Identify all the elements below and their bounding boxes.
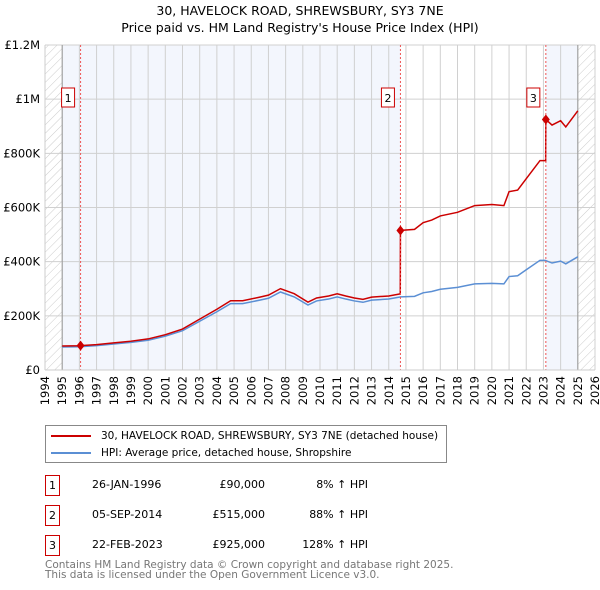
y-tick-label: £200K (3, 309, 40, 323)
sale-marker-label: 2 (45, 505, 60, 526)
sale-label: 1 (65, 92, 72, 105)
y-tick-label: £400K (3, 255, 40, 269)
x-tick-label: 1995 (55, 376, 69, 405)
legend-label-hpi: HPI: Average price, detached house, Shro… (101, 446, 352, 459)
property-price-line (62, 110, 579, 347)
sale-price: £515,000 (212, 508, 266, 521)
y-tick-label: £800K (3, 146, 40, 160)
x-tick-label: 2014 (382, 376, 396, 405)
x-tick-label: 2008 (279, 376, 293, 405)
x-tick-label: 2021 (502, 376, 516, 405)
hpi-line (62, 256, 579, 348)
sale-hpi-change: 8% ↑ HPI (316, 478, 368, 491)
sale-point (76, 340, 85, 351)
x-tick-label: 2020 (485, 376, 499, 405)
sale-row: 1 26-JAN-1996 £90,000 8% ↑ HPI (45, 475, 445, 496)
x-tick-label: 2015 (399, 376, 413, 405)
sale-date: 22-FEB-2023 (92, 538, 163, 551)
x-tick-label: 1997 (90, 376, 104, 405)
sale-date: 05-SEP-2014 (92, 508, 163, 521)
sale-label-box (526, 87, 541, 108)
footer: Contains HM Land Registry data © Crown c… (45, 559, 454, 581)
x-tick-label: 2018 (451, 376, 465, 405)
x-tick-label: 2025 (571, 376, 585, 405)
y-tick-label: £1M (15, 92, 40, 106)
legend-swatch-property (51, 434, 91, 437)
sale-hpi-change: 88% ↑ HPI (309, 508, 368, 521)
x-tick-label: 2003 (193, 376, 207, 405)
x-tick-label: 2007 (261, 376, 275, 405)
sale-point (396, 225, 405, 236)
x-tick-label: 2009 (296, 376, 310, 405)
sale-label-box (61, 87, 76, 108)
y-tick-label: £0 (25, 363, 40, 377)
x-tick-label: 2010 (313, 376, 327, 405)
x-tick-label: 2019 (468, 376, 482, 405)
sale-marker-label: 3 (45, 535, 60, 556)
legend: 30, HAVELOCK ROAD, SHREWSBURY, SY3 7NE (… (45, 425, 447, 463)
y-tick-label: £600K (3, 201, 40, 215)
sale-price: £925,000 (212, 538, 266, 551)
footer-line-2: This data is licensed under the Open Gov… (45, 569, 380, 581)
legend-label-property: 30, HAVELOCK ROAD, SHREWSBURY, SY3 7NE (… (101, 429, 439, 442)
x-tick-label: 2023 (536, 376, 550, 405)
legend-swatch-hpi (51, 451, 91, 454)
x-tick-label: 2012 (347, 376, 361, 405)
x-tick-label: 2001 (158, 376, 172, 405)
x-tick-label: 1996 (72, 376, 86, 405)
sale-point (541, 114, 550, 125)
footer-line-1: Contains HM Land Registry data © Crown c… (45, 559, 454, 571)
x-tick-label: 2004 (210, 376, 224, 405)
x-tick-label: 2013 (365, 376, 379, 405)
x-tick-label: 2011 (330, 376, 344, 405)
chart-subtitle: Price paid vs. HM Land Registry's House … (121, 20, 479, 35)
x-tick-label: 2005 (227, 376, 241, 405)
x-tick-label: 1999 (124, 376, 138, 405)
sale-label-box (380, 87, 395, 108)
chart-title: 30, HAVELOCK ROAD, SHREWSBURY, SY3 7NE (156, 3, 444, 18)
sale-label: 3 (530, 92, 537, 105)
sale-label: 2 (384, 92, 391, 105)
sale-date: 26-JAN-1996 (92, 478, 162, 491)
x-tick-label: 2024 (554, 376, 568, 405)
x-tick-label: 1994 (38, 376, 52, 405)
x-tick-label: 1998 (107, 376, 121, 405)
sale-row: 2 05-SEP-2014 £515,000 88% ↑ HPI (45, 505, 445, 526)
x-tick-label: 2000 (141, 376, 155, 405)
sale-price: £90,000 (219, 478, 266, 491)
y-tick-label: £1.2M (4, 38, 40, 52)
sale-hpi-change: 128% ↑ HPI (302, 538, 368, 551)
x-tick-label: 2026 (588, 376, 600, 405)
x-tick-label: 2002 (176, 376, 190, 405)
x-tick-label: 2017 (433, 376, 447, 405)
chart-plot: 1994 1995 1996 1997 1998 1999 2000 2001 2002 2003… (3, 38, 600, 405)
x-tick-label: 2006 (244, 376, 258, 405)
sale-row: 3 22-FEB-2023 £925,000 128% ↑ HPI (45, 535, 445, 556)
x-tick-label: 2022 (519, 376, 533, 405)
sale-marker-label: 1 (45, 475, 60, 496)
x-tick-label: 2016 (416, 376, 430, 405)
